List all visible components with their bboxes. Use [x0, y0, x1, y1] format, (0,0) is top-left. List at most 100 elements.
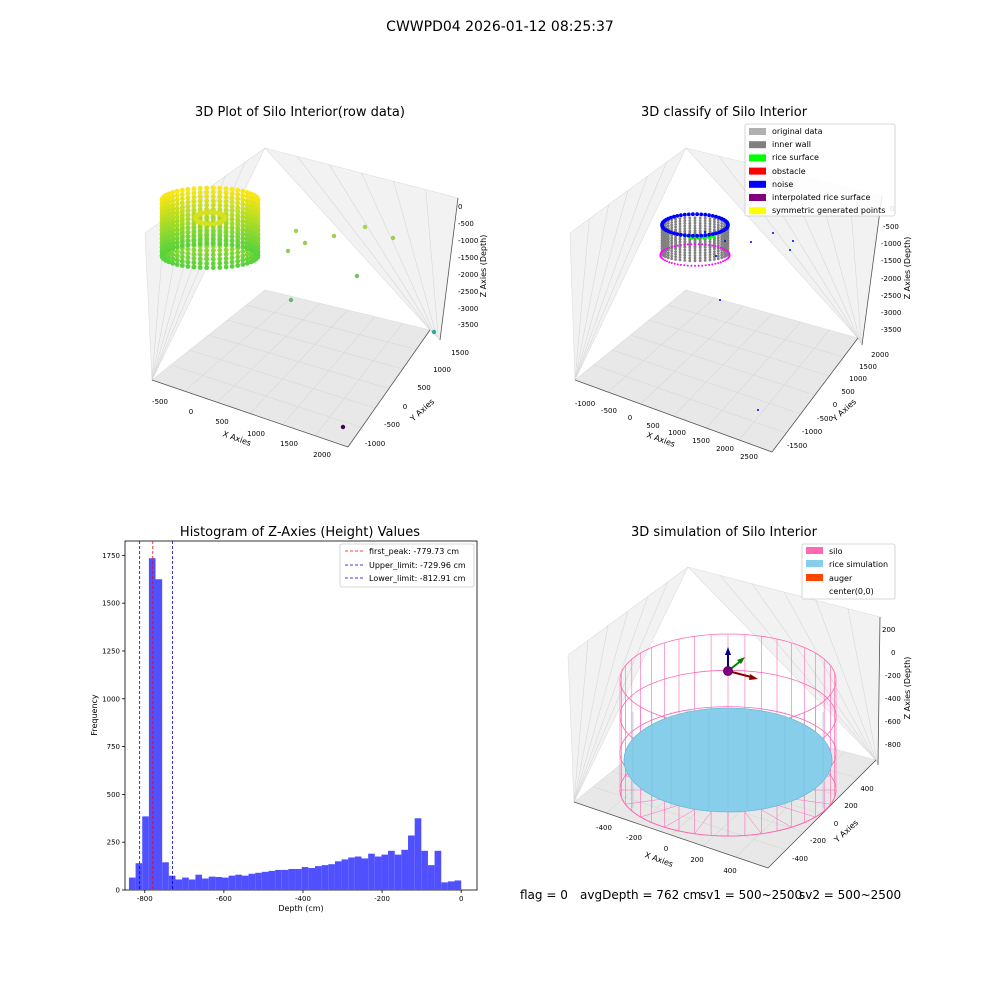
- raw-point: [185, 242, 191, 248]
- classify-interp-point: [694, 264, 696, 267]
- raw-point: [244, 245, 250, 251]
- classify-wall-point: [698, 224, 702, 228]
- raw-point: [240, 240, 246, 246]
- raw-point: [179, 204, 185, 210]
- simulation-z-tick: -800: [885, 741, 901, 749]
- classify-wall-point: [723, 255, 726, 259]
- classify-wall-point: [670, 249, 674, 253]
- raw-point: [221, 213, 227, 219]
- histogram-x-tick: -200: [374, 895, 390, 903]
- simulation-z-axis: [877, 616, 881, 766]
- classify-wall-point: [716, 234, 720, 237]
- classify-wall-point: [670, 226, 674, 230]
- raw-point: [240, 231, 246, 237]
- raw-point: [244, 256, 250, 262]
- raw-point: [170, 256, 176, 262]
- histogram-title: Histogram of Z-Axies (Height) Values: [180, 525, 420, 540]
- classify-wall-point: [674, 258, 677, 261]
- raw-point: [170, 232, 176, 238]
- raw-point: [235, 217, 241, 223]
- sv2-status: sv2 = 500~2500: [799, 888, 902, 902]
- raw-point: [179, 213, 185, 219]
- raw-point: [166, 225, 172, 231]
- raw-outlier-point: [285, 248, 291, 254]
- simulation-gridline: [847, 608, 878, 765]
- classify-z-axis: [861, 195, 883, 346]
- classify-interp-point: [722, 247, 724, 250]
- histogram-bar: [434, 850, 442, 890]
- classify-interp-point: [697, 264, 700, 267]
- classify-interp-point: [724, 248, 726, 251]
- raw-point: [223, 186, 229, 192]
- raw-gridline: [425, 189, 439, 339]
- raw-point: [240, 253, 246, 259]
- raw-point: [174, 249, 180, 255]
- classify-interp-point: [666, 247, 668, 250]
- raw-point: [174, 223, 180, 228]
- raw-point: [174, 201, 180, 207]
- raw-point: [204, 189, 210, 195]
- classify-wall-point: [683, 227, 687, 231]
- simulation-legend-label: silo: [829, 547, 843, 556]
- classify-wall-point: [693, 229, 697, 233]
- raw-point: [244, 220, 250, 225]
- classify-wall-point: [708, 217, 712, 221]
- raw-x-tick: 1500: [280, 440, 298, 448]
- classify-interp-point: [697, 243, 700, 246]
- simulation-y-tick: 0: [834, 820, 838, 828]
- raw-point: [210, 241, 216, 247]
- raw-point: [223, 224, 229, 230]
- classify-noise-point: [679, 213, 683, 218]
- histogram-bar: [142, 816, 149, 890]
- raw-point: [223, 233, 229, 239]
- raw-point: [191, 203, 197, 209]
- raw-point: [204, 252, 210, 258]
- classify-wall-point: [716, 257, 720, 261]
- raw-point: [223, 247, 229, 253]
- classify-wall-point: [666, 251, 670, 255]
- raw-x-tick: 2000: [313, 451, 331, 459]
- raw-point: [244, 232, 250, 238]
- histogram-bar: [228, 875, 236, 890]
- raw-point: [170, 211, 176, 217]
- classify-wall-point: [683, 240, 687, 244]
- raw-point: [210, 252, 216, 258]
- classify-wall-point: [666, 256, 670, 260]
- raw-point: [240, 236, 246, 241]
- classify-wall-point: [693, 254, 697, 257]
- classify-wall-point: [698, 229, 702, 233]
- raw-point: [174, 193, 180, 198]
- classify-wall-point: [716, 239, 720, 243]
- raw-point: [244, 252, 250, 258]
- simulation-x-tick: -400: [596, 824, 612, 832]
- histogram-y-tick: 1000: [102, 695, 120, 703]
- raw-point: [191, 251, 197, 257]
- classify-wall-point: [693, 249, 697, 252]
- raw-point: [174, 214, 180, 220]
- classify-wall-point: [688, 221, 692, 225]
- simulation-center-marker: [723, 666, 733, 676]
- classify-wall-point: [720, 224, 724, 228]
- histogram-x-tick: -600: [216, 895, 232, 903]
- raw-point: [210, 194, 216, 200]
- raw-point: [197, 185, 203, 191]
- raw-point: [240, 206, 246, 211]
- raw-point: [174, 244, 180, 250]
- raw-point: [244, 194, 250, 200]
- raw-point: [240, 257, 246, 263]
- raw-point: [244, 198, 250, 204]
- raw-point: [204, 232, 210, 238]
- classify-wall-point: [720, 242, 724, 246]
- raw-point: [197, 233, 203, 238]
- classify-wall-point: [666, 224, 670, 228]
- sv1-status: sv1 = 500~2500: [700, 888, 803, 902]
- classify-wall-point: [688, 226, 692, 230]
- simulation-rice: [623, 707, 833, 813]
- raw-point: [217, 241, 223, 247]
- raw-point: [223, 203, 229, 209]
- raw-outlier-point: [340, 424, 346, 430]
- raw-point: [166, 212, 172, 218]
- classify-interp-point: [670, 246, 673, 248]
- classify-interp-point: [714, 262, 717, 265]
- raw-point: [210, 189, 216, 195]
